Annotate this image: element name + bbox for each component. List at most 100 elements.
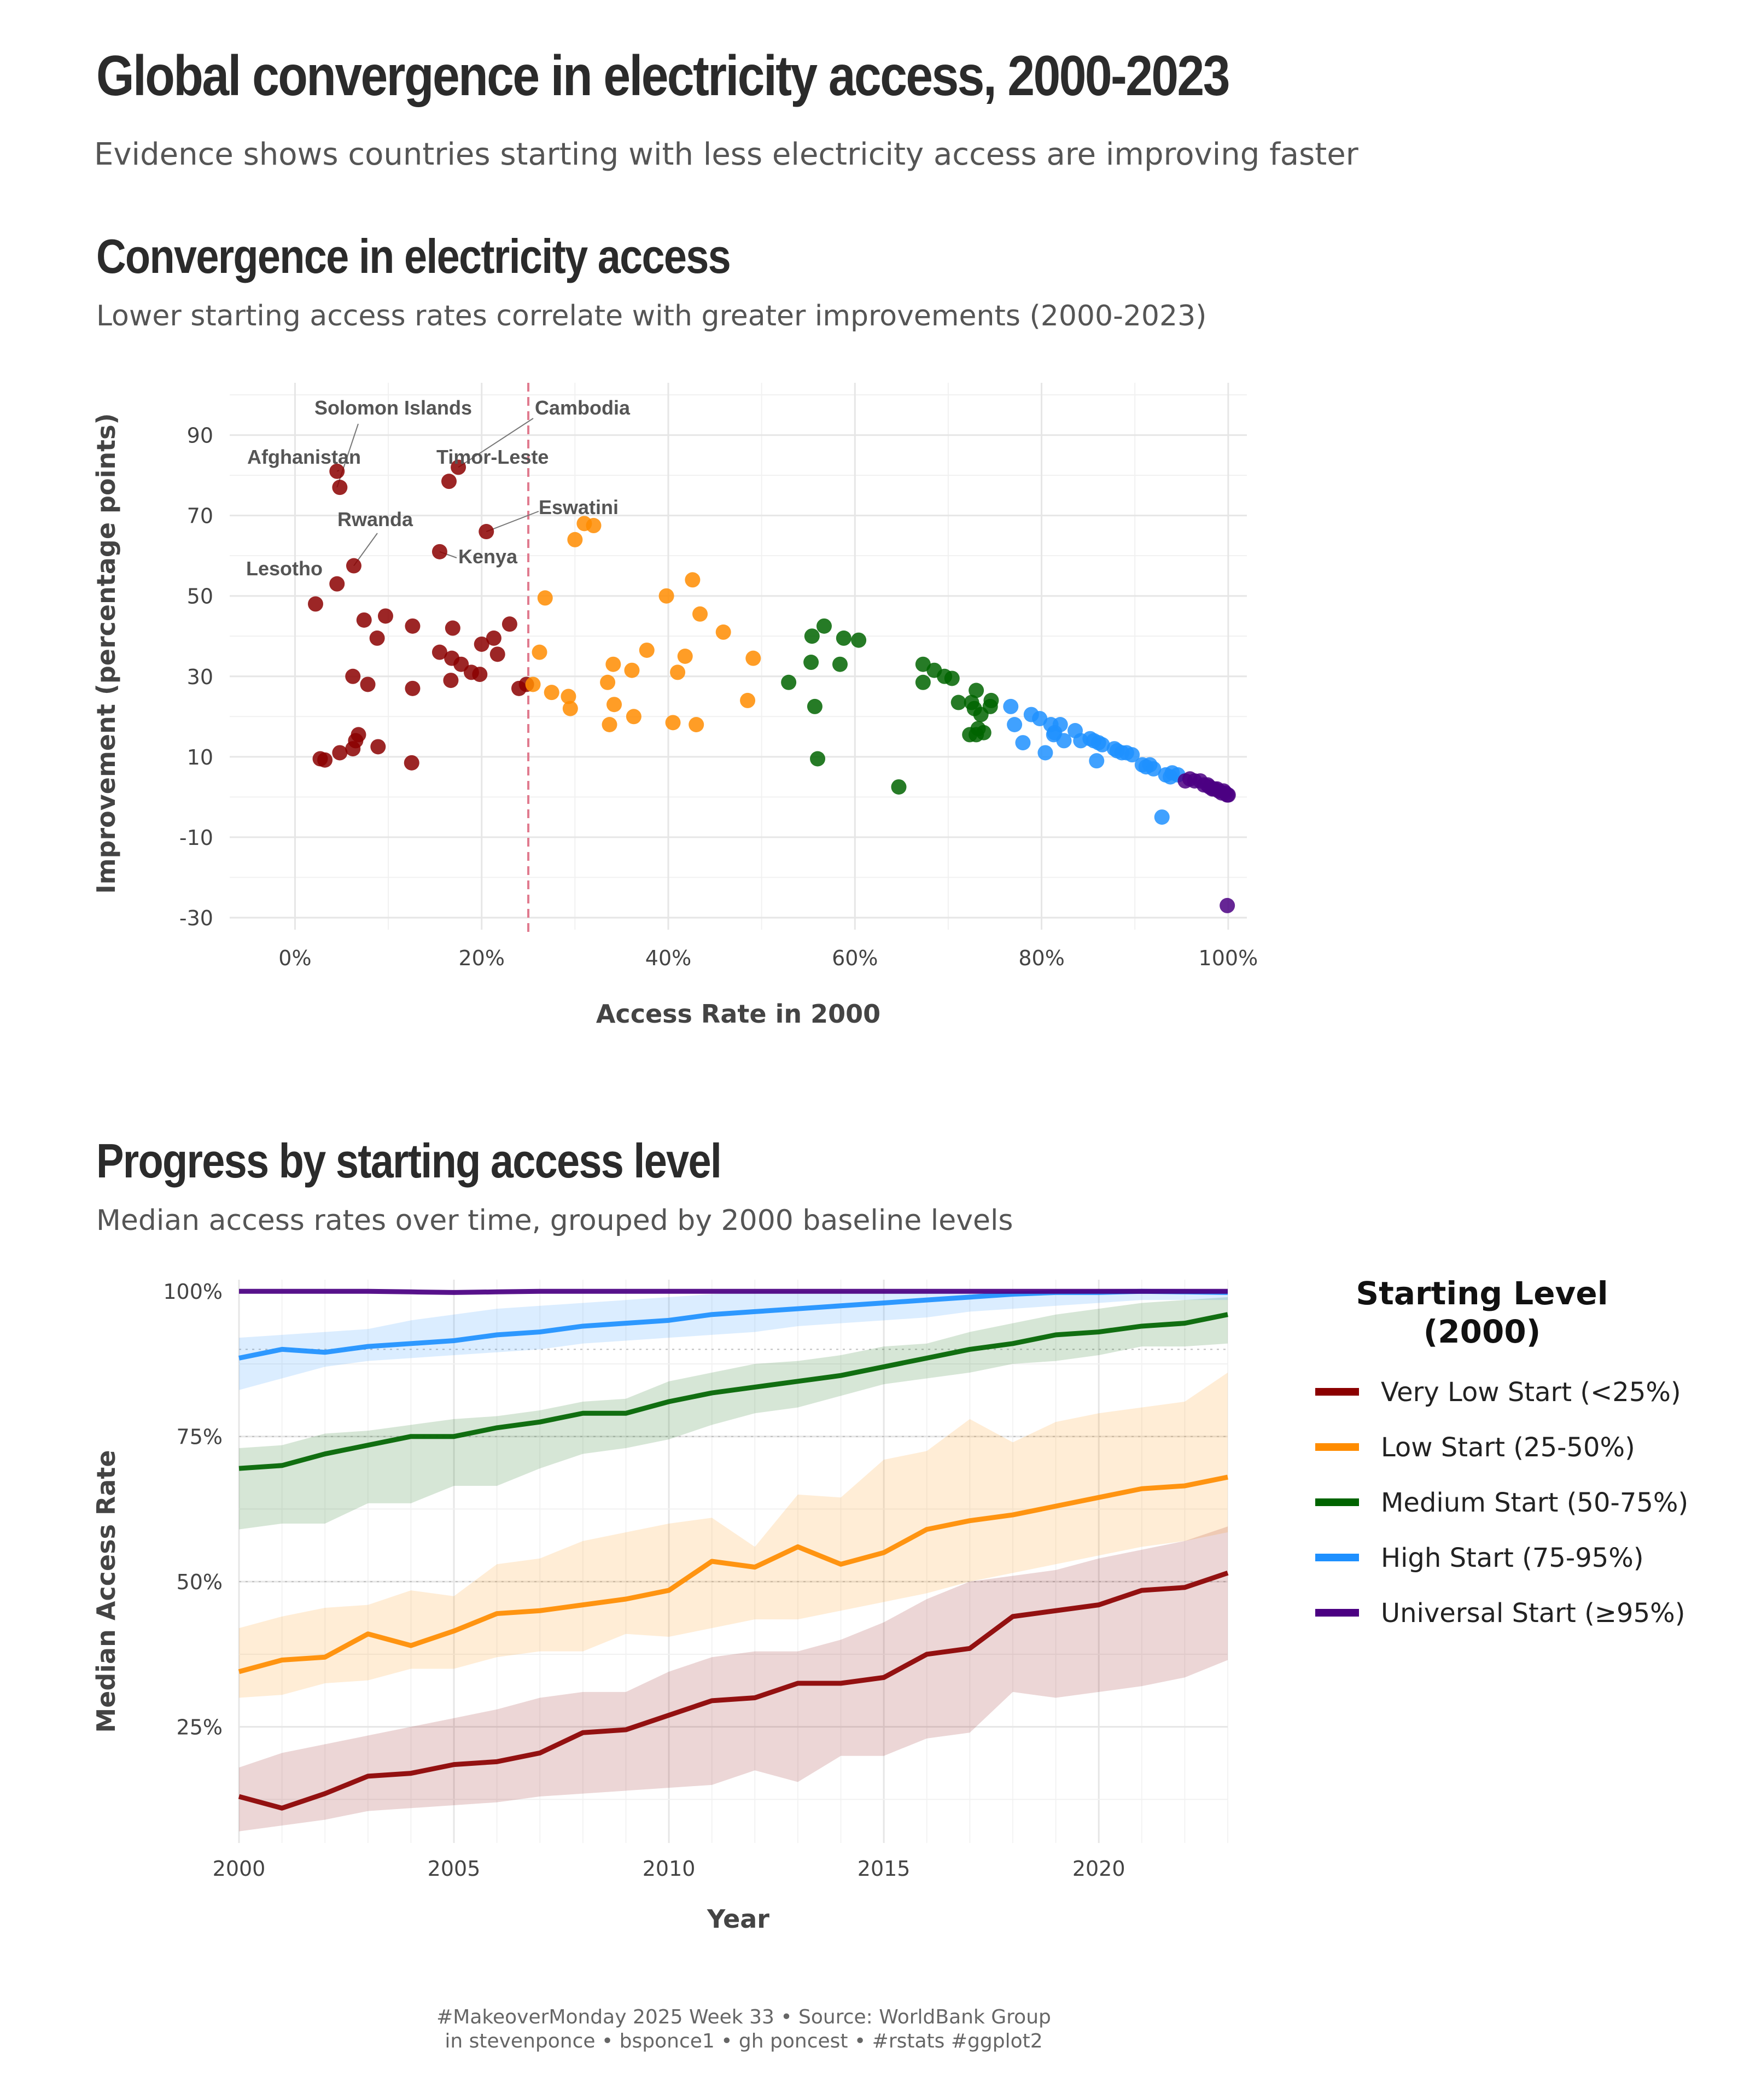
scatter-point-label: Lesotho [246, 557, 323, 580]
legend-label: Very Low Start (<25%) [1381, 1377, 1681, 1408]
line-subtitle: Median access rates over time, grouped b… [96, 1204, 1013, 1237]
scatter-point [453, 656, 469, 672]
scatter-point-label: Timor-Leste [436, 446, 549, 468]
scatter-point [689, 717, 704, 732]
scatter-point [915, 674, 931, 690]
scatter-point [605, 656, 621, 672]
scatter-point [602, 717, 617, 732]
scatter-point [405, 618, 421, 634]
scatter-point-label: Solomon Islands [314, 396, 472, 419]
line-x-tick-label: 2005 [428, 1857, 481, 1881]
scatter-point [1056, 733, 1072, 749]
scatter-point-label: Kenya [458, 545, 518, 568]
scatter-x-tick-label: 0% [278, 946, 311, 970]
scatter-point [345, 741, 361, 757]
scatter-point [626, 709, 641, 725]
scatter-point [624, 662, 640, 678]
scatter-point [810, 751, 826, 767]
line-series-path [239, 1288, 1228, 1295]
scatter-point [445, 620, 460, 636]
scatter-point [1089, 753, 1105, 769]
scatter-point [561, 689, 576, 704]
scatter-point [431, 644, 447, 660]
legend-title-line1: Starting Level [1356, 1275, 1608, 1312]
scatter-point [451, 459, 466, 475]
line-band [239, 1526, 1228, 1831]
scatter-point [562, 701, 578, 716]
main-subtitle: Evidence shows countries starting with l… [94, 137, 1358, 172]
scatter-point [670, 664, 686, 680]
scatter-point [1007, 717, 1023, 732]
line-title: Progress by starting access level [96, 1134, 722, 1188]
scatter-point [532, 644, 547, 660]
scatter-point [1220, 787, 1236, 803]
caption-social: in stevenponce • bsponce1 • gh poncest •… [445, 2030, 1043, 2052]
scatter-point [329, 463, 345, 479]
scatter-point [586, 518, 602, 534]
scatter-point-label: Cambodia [535, 396, 631, 419]
legend-items: Very Low Start (<25%) Low Start (25-50%) M… [1315, 1377, 1688, 1629]
scatter-point [1146, 761, 1162, 777]
scatter-point [356, 612, 372, 628]
scatter-point [1124, 747, 1140, 763]
scatter-point-labels: Solomon Islands Afghanistan Cambodia Timor-… [246, 396, 631, 580]
legend-label: Universal Start (≥95%) [1381, 1598, 1685, 1629]
scatter-point [345, 668, 361, 684]
scatter-point [537, 590, 553, 606]
scatter-point [360, 676, 376, 692]
scatter-point [377, 608, 393, 624]
scatter-point [677, 649, 693, 664]
legend-title-line2: (2000) [1424, 1313, 1541, 1350]
scatter-point [472, 667, 488, 682]
line-y-tick-label: 50% [177, 1570, 223, 1594]
scatter-point [1015, 735, 1031, 751]
scatter-point [740, 692, 756, 708]
scatter-point [443, 673, 459, 689]
scatter-y-tick-label: 10 [187, 745, 213, 769]
scatter-point [486, 630, 501, 646]
scatter-point [1003, 698, 1019, 714]
scatter-point [329, 576, 345, 592]
scatter-point [832, 656, 848, 672]
line-y-axis-title: Median Access Rate [91, 1450, 121, 1732]
scatter-point [745, 650, 761, 666]
scatter-point [658, 588, 674, 604]
scatter-point [836, 630, 851, 646]
scatter-title: Convergence in electricity access [96, 229, 731, 283]
scatter-point [715, 624, 731, 640]
scatter-label-leader [486, 511, 539, 532]
scatter-point [851, 632, 867, 648]
scatter-point [404, 755, 419, 771]
scatter-point [346, 558, 361, 574]
scatter-x-tick-label: 20% [458, 946, 504, 970]
scatter-y-tick-label: 50 [187, 585, 213, 609]
scatter-point [685, 572, 701, 588]
scatter-axes: 0% 20% 40% 60% 80% 100% -30 -10 10 30 50 70 90 [179, 424, 1258, 970]
scatter-point [665, 715, 681, 731]
scatter-point [431, 544, 447, 559]
line-y-tick-label: 100% [163, 1280, 223, 1304]
scatter-point [489, 646, 505, 662]
line-y-tick-label: 75% [177, 1425, 223, 1449]
scatter-point-label: Rwanda [337, 508, 413, 530]
scatter-y-tick-label: 90 [187, 424, 213, 448]
scatter-point [639, 642, 655, 658]
legend-label: Low Start (25-50%) [1381, 1432, 1635, 1463]
scatter-point [950, 695, 966, 710]
scatter-point [332, 745, 348, 761]
scatter-point [915, 656, 931, 672]
scatter-x-tick-label: 40% [645, 946, 691, 970]
scatter-point [525, 676, 541, 692]
scatter-point [816, 618, 832, 634]
line-x-tick-label: 2000 [213, 1857, 266, 1881]
scatter-point [1037, 745, 1053, 761]
scatter-gridlines [230, 383, 1247, 930]
scatter-point [317, 752, 333, 768]
scatter-label-leaders [336, 418, 539, 567]
line-series [238, 1288, 1229, 1811]
scatter-point [944, 670, 960, 686]
scatter-x-tick-label: 60% [832, 946, 878, 970]
scatter-y-tick-label: -10 [179, 826, 213, 850]
scatter-point [807, 698, 822, 714]
line-confidence-bands [239, 1291, 1228, 1831]
